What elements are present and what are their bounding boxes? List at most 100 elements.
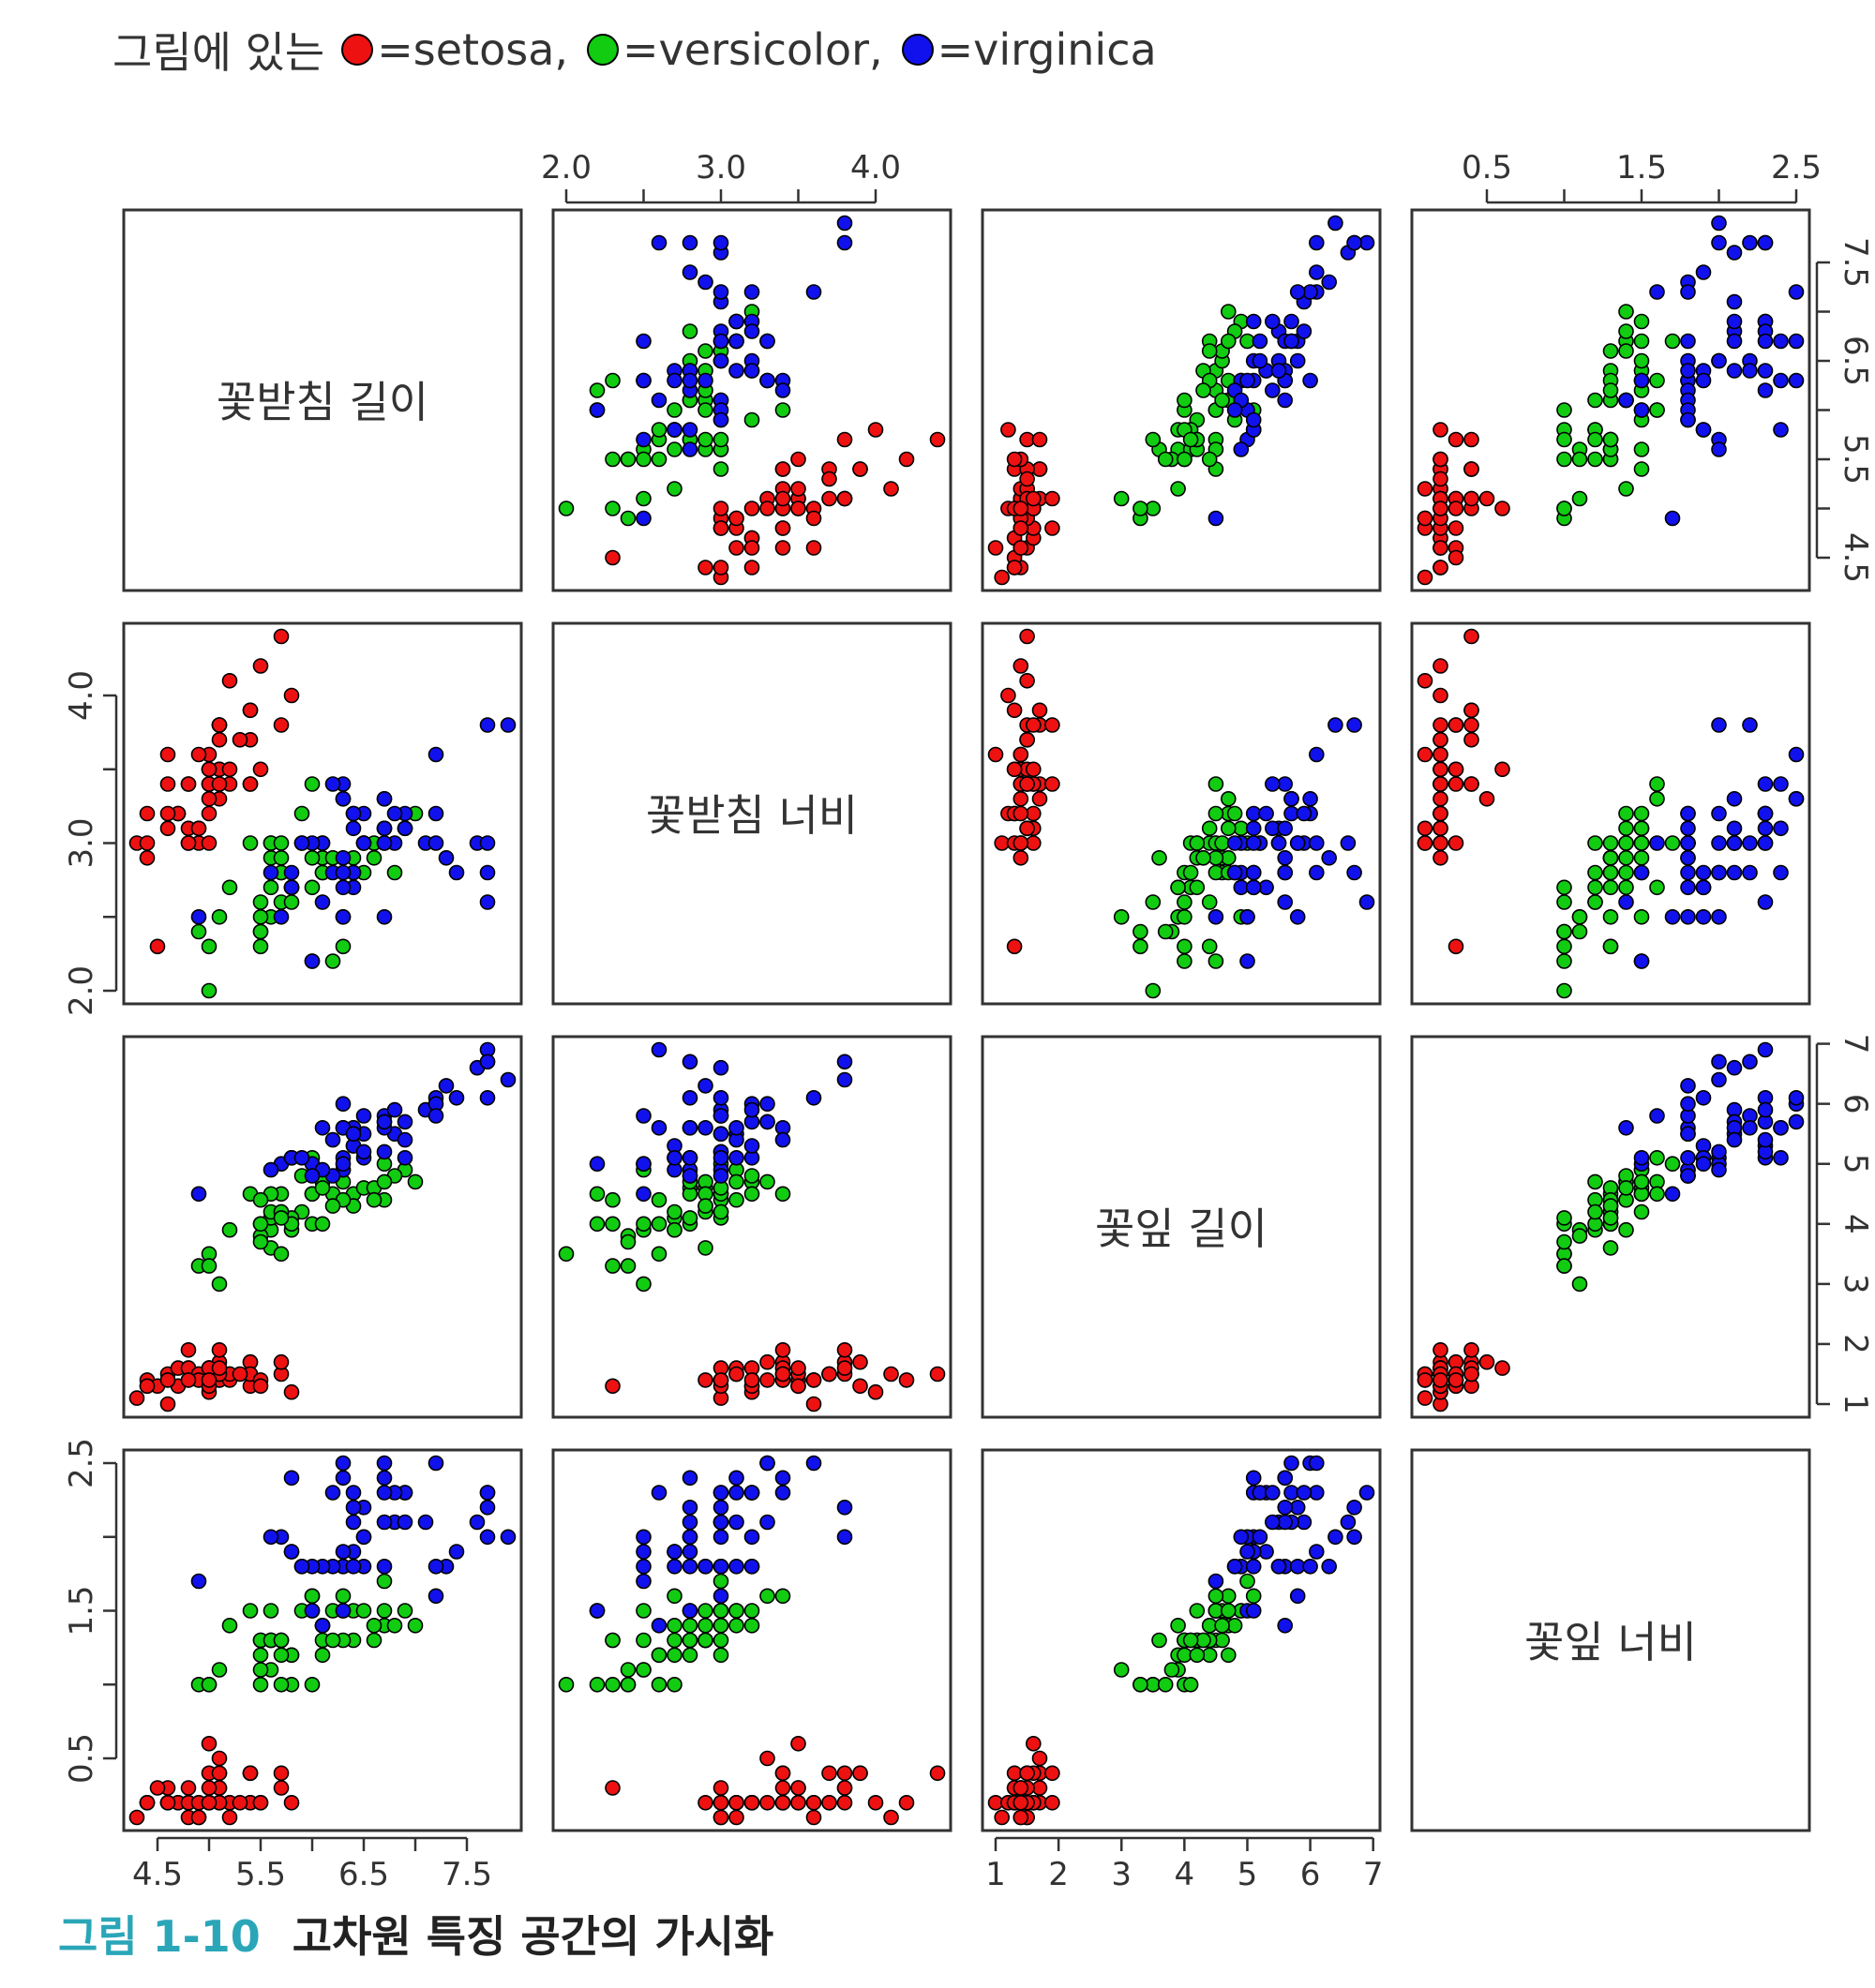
setosa-point bbox=[728, 1366, 744, 1383]
setosa-point bbox=[1019, 672, 1035, 689]
tick-label: 2.5 bbox=[63, 1438, 100, 1488]
versicolor-point bbox=[1633, 461, 1650, 477]
setosa-point bbox=[1448, 431, 1464, 448]
virginica-point bbox=[759, 1114, 775, 1130]
virginica-point bbox=[1277, 392, 1293, 409]
versicolor-point bbox=[636, 1662, 652, 1678]
virginica-point bbox=[1742, 363, 1758, 379]
versicolor-point bbox=[667, 441, 682, 457]
setosa-point bbox=[1012, 540, 1029, 556]
virginica-point bbox=[397, 820, 413, 837]
versicolor-point bbox=[712, 461, 729, 477]
setosa-point bbox=[1432, 835, 1448, 851]
panel-r2-c2: 꽃받침 너비 bbox=[551, 621, 952, 1006]
setosa-point bbox=[1432, 451, 1448, 468]
virginica-point bbox=[335, 790, 352, 807]
setosa-point bbox=[1448, 1372, 1464, 1388]
panel-r2-c3 bbox=[981, 621, 1382, 1006]
setosa-point bbox=[805, 1396, 822, 1413]
versicolor-point bbox=[252, 894, 269, 910]
virginica-point bbox=[1757, 776, 1774, 792]
virginica-point bbox=[1296, 323, 1312, 339]
virginica-point bbox=[667, 422, 682, 438]
tick-label: 3 bbox=[1111, 1856, 1132, 1893]
setosa-point bbox=[867, 1795, 884, 1811]
virginica-point bbox=[682, 1559, 698, 1575]
virginica-point bbox=[1618, 1120, 1634, 1136]
virginica-point bbox=[1664, 510, 1681, 527]
setosa-point bbox=[821, 490, 837, 507]
virginica-point bbox=[712, 284, 729, 300]
setosa-point bbox=[180, 1342, 197, 1358]
setosa-point bbox=[1006, 761, 1023, 778]
versicolor-point bbox=[651, 422, 668, 438]
caption-number: 그림 1-10 bbox=[58, 1911, 261, 1962]
virginica-point bbox=[1773, 333, 1789, 350]
setosa-point bbox=[836, 490, 853, 507]
virginica-point bbox=[1340, 835, 1357, 851]
virginica-point bbox=[805, 284, 822, 300]
virginica-point bbox=[636, 510, 652, 527]
virginica-point bbox=[698, 1559, 713, 1575]
virginica-point bbox=[589, 1603, 606, 1619]
virginica-point bbox=[651, 392, 668, 409]
virginica-point bbox=[1726, 293, 1743, 310]
versicolor-point bbox=[651, 1246, 668, 1263]
virginica-point bbox=[1680, 1168, 1696, 1184]
virginica-point bbox=[1321, 274, 1337, 291]
versicolor-point bbox=[1151, 849, 1167, 866]
versicolor-point bbox=[1664, 835, 1681, 851]
versicolor-point bbox=[407, 1618, 424, 1634]
virginica-point bbox=[448, 1544, 465, 1560]
figure-caption: 그림 1-10 고차원 특징 공간의 가시화 bbox=[58, 1903, 773, 1965]
versicolor-point bbox=[1556, 431, 1572, 448]
versicolor-point bbox=[1602, 908, 1619, 925]
virginica-point bbox=[805, 1090, 822, 1106]
virginica-point bbox=[1258, 805, 1274, 822]
versicolor-point bbox=[636, 1276, 652, 1293]
setosa-point bbox=[1417, 510, 1433, 527]
virginica-point bbox=[1633, 864, 1650, 881]
versicolor-point bbox=[1618, 879, 1634, 896]
virginica-point bbox=[448, 864, 465, 881]
setosa-point bbox=[987, 540, 1004, 556]
setosa-point bbox=[1006, 560, 1023, 575]
virginica-point bbox=[1773, 820, 1789, 837]
virginica-point bbox=[376, 820, 393, 837]
virginica-point bbox=[712, 1108, 729, 1124]
setosa-point bbox=[743, 560, 760, 575]
virginica-point bbox=[1289, 284, 1306, 300]
virginica-point bbox=[682, 1120, 698, 1136]
versicolor-point bbox=[304, 1588, 321, 1605]
virginica-point bbox=[836, 1500, 853, 1516]
versicolor-point bbox=[1221, 304, 1237, 320]
virginica-point bbox=[1277, 820, 1293, 837]
versicolor-point bbox=[698, 343, 713, 359]
versicolor-point bbox=[273, 1246, 290, 1263]
versicolor-point bbox=[293, 805, 310, 822]
setosa-point bbox=[180, 1780, 197, 1796]
versicolor-point bbox=[620, 510, 637, 527]
setosa-point bbox=[929, 1366, 946, 1383]
setosa-point bbox=[242, 776, 259, 792]
virginica-point bbox=[774, 1470, 791, 1487]
virginica-point bbox=[1664, 908, 1681, 925]
setosa-point bbox=[1432, 805, 1448, 822]
tick-label: 6 bbox=[1837, 1094, 1874, 1114]
virginica-point bbox=[1742, 717, 1758, 733]
versicolor-point bbox=[743, 1186, 760, 1203]
versicolor-point bbox=[605, 1632, 621, 1649]
versicolor-point bbox=[1201, 451, 1218, 468]
versicolor-point bbox=[682, 1618, 698, 1634]
versicolor-point bbox=[252, 1677, 269, 1693]
versicolor-point bbox=[712, 1647, 729, 1664]
panel-frame bbox=[122, 208, 523, 592]
virginica-point bbox=[667, 1559, 682, 1575]
virginica-point bbox=[438, 1078, 455, 1094]
versicolor-point bbox=[407, 1173, 424, 1190]
versicolor-point bbox=[1201, 894, 1218, 910]
virginica-point bbox=[1309, 234, 1325, 251]
setosa-point bbox=[883, 1809, 899, 1826]
versicolor-point bbox=[376, 1573, 393, 1590]
